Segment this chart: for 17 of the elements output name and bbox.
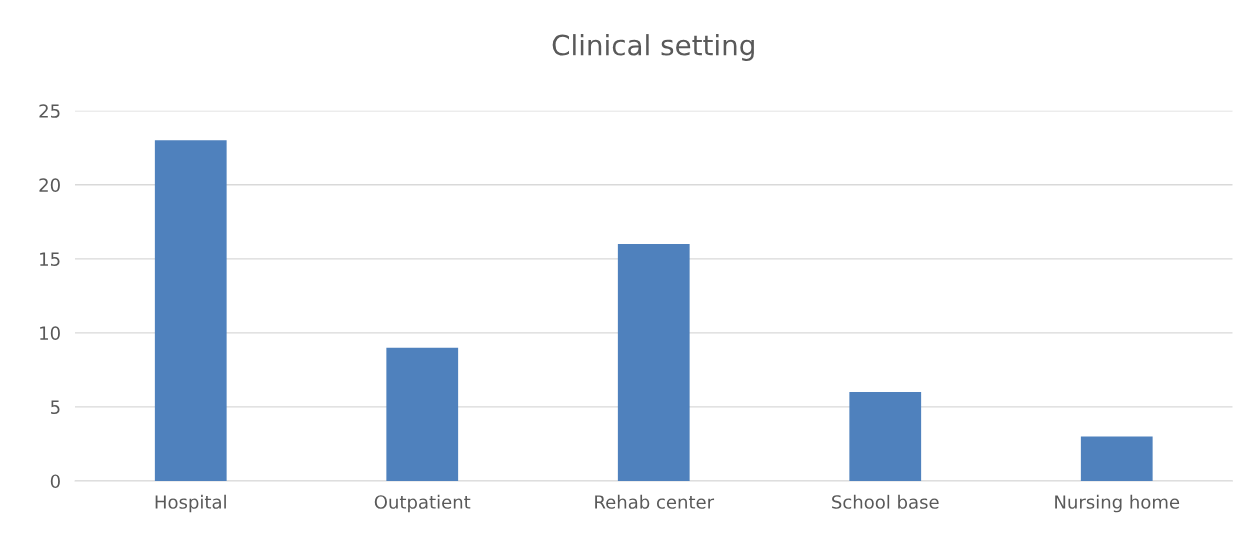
x-tick-label: School base xyxy=(832,494,939,509)
y-tick-label: 5 xyxy=(51,400,60,415)
y-tick-label: 25 xyxy=(39,104,60,118)
bar xyxy=(386,347,459,481)
y-tick-label: 20 xyxy=(39,178,60,192)
bar xyxy=(617,244,690,481)
x-tick-label: Hospital xyxy=(155,494,226,513)
bar xyxy=(849,392,922,481)
y-tick-label: 10 xyxy=(40,326,60,340)
chart-title: Clinical setting xyxy=(552,34,754,61)
y-tick-label: 0 xyxy=(50,474,60,489)
bar xyxy=(1080,436,1153,481)
x-tick-label: Rehab center xyxy=(595,494,715,509)
x-tick-label: Nursing home xyxy=(1055,494,1180,513)
bar xyxy=(154,140,227,481)
x-tick-label: Outpatient xyxy=(374,494,471,513)
y-tick-label: 15 xyxy=(40,252,60,266)
